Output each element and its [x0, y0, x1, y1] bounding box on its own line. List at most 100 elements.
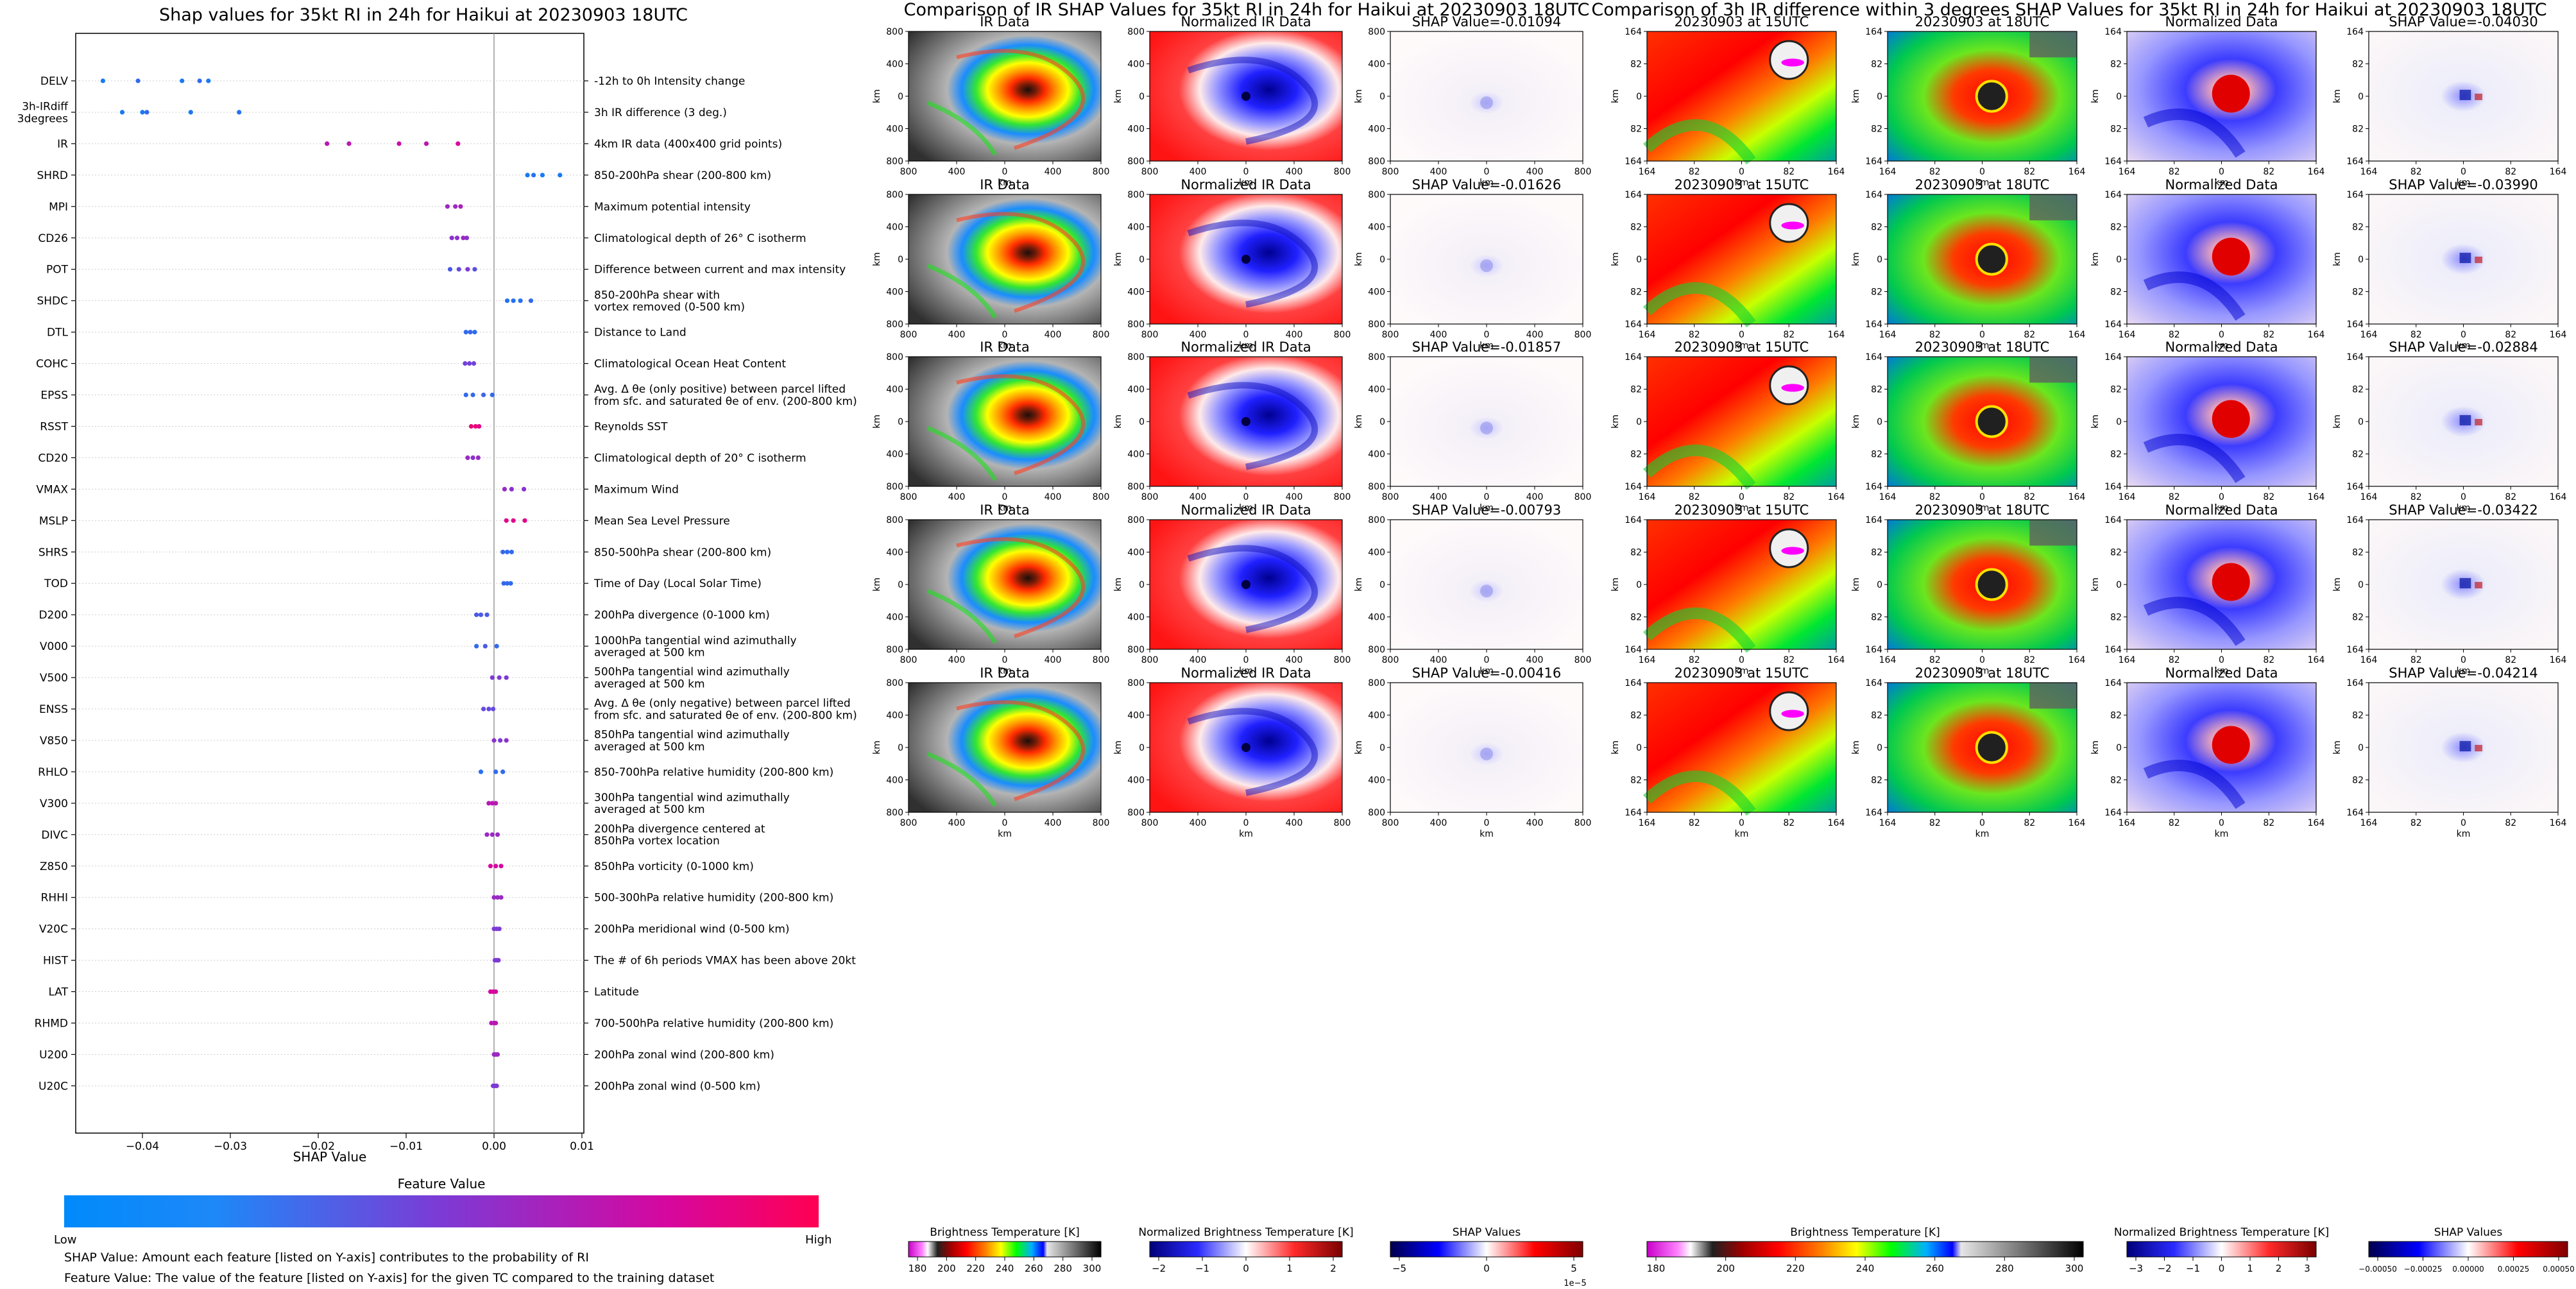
- spiral-band: [926, 425, 998, 481]
- shap-point: [477, 423, 482, 429]
- x-tick-label: 800: [1334, 655, 1351, 665]
- x-axis-unit: km: [1480, 666, 1494, 676]
- y-tick-label: 800: [1368, 482, 1385, 492]
- shap-point: [495, 1052, 500, 1057]
- y-axis-unit: km: [1354, 414, 1364, 429]
- shap-point: [465, 455, 470, 461]
- x-tick-label: 164: [2119, 330, 2136, 340]
- x-tick-label: 800: [1093, 330, 1110, 340]
- y-tick-label: 400: [1127, 450, 1145, 460]
- y-tick-label: 82: [1871, 287, 1882, 298]
- shap-point: [496, 958, 501, 963]
- ir-comparison-title: Comparison of IR SHAP Values for 35kt RI…: [904, 0, 1590, 20]
- d15-panel-title: 20230903 at 15UTC: [1675, 339, 1809, 355]
- x-tick-label: 0: [2461, 655, 2466, 665]
- diff-comparison-title: Comparison of 3h IR difference within 3 …: [1591, 0, 2546, 20]
- x-tick-label: 0: [1484, 655, 1490, 665]
- shap-point: [481, 706, 486, 712]
- shap-point: [518, 298, 523, 303]
- dshap-panel-title: SHAP Value=-0.03422: [2389, 502, 2538, 518]
- y-axis-unit: km: [872, 89, 882, 103]
- x-tick-label: 164: [2550, 818, 2567, 828]
- feature-description-label: Reynolds SST: [594, 420, 668, 433]
- y-tick-label: 0: [2358, 743, 2364, 753]
- shap-point: [500, 769, 506, 774]
- feature-code-label: EPSS: [40, 389, 68, 402]
- feature-description-label: Maximum potential intensity: [594, 201, 751, 214]
- cloud-patch: [2029, 683, 2077, 709]
- x-tick-label: 800: [1093, 492, 1110, 502]
- y-tick-label: 82: [2110, 223, 2122, 233]
- shap-point: [525, 173, 530, 178]
- diff-shap-colorbar-label: SHAP Values: [2434, 1226, 2503, 1239]
- shap-point: [237, 110, 242, 115]
- y-tick-label: 0: [1139, 255, 1145, 265]
- feature-code-label: V000: [40, 640, 68, 653]
- y-tick-label: 164: [1865, 515, 1882, 525]
- y-axis-unit: km: [2090, 740, 2101, 755]
- y-tick-label: 164: [1625, 190, 1642, 200]
- feature-description-label: 200hPa divergence (0-1000 km): [594, 609, 770, 622]
- shap-point: [467, 361, 472, 366]
- y-tick-label: 164: [2104, 515, 2122, 525]
- shap-point: [511, 298, 516, 303]
- y-axis-unit: km: [1354, 740, 1364, 755]
- x-axis-unit: km: [1735, 341, 1749, 351]
- feature-code-label: SHRD: [37, 169, 68, 182]
- cbar-tick-label: 180: [1647, 1263, 1666, 1274]
- feature-description-label: 1000hPa tangential wind azimuthally avera…: [594, 635, 797, 660]
- cold-band: [2143, 597, 2246, 646]
- shap-point: [475, 455, 481, 461]
- x-tick-label: 164: [2360, 818, 2378, 828]
- x-tick-label: 164: [2119, 818, 2136, 828]
- x-tick-label: 400: [1045, 492, 1062, 502]
- y-tick-label: 0: [2116, 92, 2122, 102]
- diff-shap-colorbar: [2368, 1241, 2568, 1258]
- rainband: [1642, 119, 1756, 165]
- y-tick-label: 800: [886, 645, 903, 655]
- x-tick-label: 0: [1243, 492, 1249, 502]
- y-tick-label: 82: [1630, 613, 1642, 623]
- y-tick-label: 400: [1127, 60, 1145, 70]
- cbar-tick-label: 260: [1025, 1263, 1043, 1274]
- x-tick-label: 0: [1979, 167, 1985, 177]
- x-tick-label: 0: [1002, 655, 1008, 665]
- y-tick-label: 0: [898, 255, 903, 265]
- spiral-band: [926, 751, 998, 807]
- x-tick-label: 0: [2461, 167, 2466, 177]
- shap-point: [140, 110, 145, 115]
- cbar-tick-label: 2: [2276, 1263, 2282, 1274]
- y-tick-label: 0: [2116, 743, 2122, 753]
- y-tick-label: 82: [1630, 711, 1642, 721]
- shap-point: [501, 581, 506, 586]
- ir-shap-panel-title: SHAP Value=-0.01094: [1412, 14, 1562, 30]
- spiral-band: [926, 100, 998, 156]
- eye-marker: [1241, 255, 1250, 264]
- feature-code-label: V20C: [39, 923, 68, 936]
- x-tick-label: 164: [2550, 330, 2567, 340]
- x-tick-label: 0: [2461, 492, 2466, 502]
- x-tick-label: 82: [2505, 492, 2516, 502]
- feature-code-label: DTL: [47, 327, 68, 339]
- y-tick-label: 800: [1368, 27, 1385, 37]
- y-tick-label: 82: [2352, 124, 2364, 135]
- x-tick-label: 400: [1430, 492, 1447, 502]
- x-axis-unit: km: [998, 829, 1012, 839]
- x-tick-label: 82: [1783, 167, 1795, 177]
- warm-core: [2212, 400, 2250, 438]
- shap-point: [528, 298, 534, 303]
- shap-point: [325, 141, 330, 146]
- y-tick-label: 800: [1368, 645, 1385, 655]
- shap-point: [508, 581, 513, 586]
- y-tick-label: 164: [2346, 157, 2364, 167]
- shap-point: [558, 173, 563, 178]
- y-axis-unit: km: [1610, 414, 1621, 429]
- x-tick-label: 800: [1334, 492, 1351, 502]
- ir-brightness-colorbar: [908, 1241, 1102, 1258]
- y-tick-label: 0: [1379, 255, 1385, 265]
- feature-code-label: MPI: [49, 201, 68, 214]
